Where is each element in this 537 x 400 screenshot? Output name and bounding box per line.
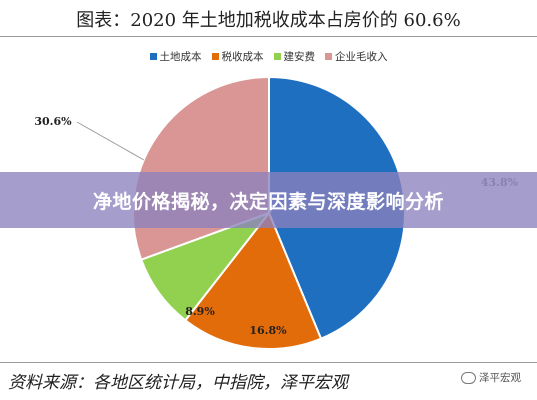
legend-item: 建安费	[273, 49, 316, 64]
chart-title: 图表：2020 年土地加税收成本占房价的 60.6%	[76, 10, 461, 31]
data-label: 30.6%	[34, 115, 72, 128]
title-divider	[0, 36, 537, 37]
source-divider	[0, 362, 537, 363]
legend-label: 企业毛收入	[335, 51, 388, 63]
chart-legend: 土地成本 税收成本 建安费 企业毛收入	[0, 49, 537, 64]
legend-swatch	[325, 53, 332, 60]
data-label: 16.8%	[249, 324, 287, 337]
label-leader-line	[76, 121, 145, 161]
legend-label: 建安费	[283, 51, 316, 63]
source-note: 资料来源：各地区统计局，中指院，泽平宏观	[8, 373, 348, 393]
legend-item: 企业毛收入	[325, 49, 388, 64]
pie-slice	[183, 211, 323, 350]
banner-text: 净地价格揭秘，决定因素与深度影响分析	[92, 190, 444, 213]
wechat-icon	[461, 371, 476, 384]
legend-label: 土地成本	[159, 51, 202, 63]
legend-swatch	[149, 53, 157, 60]
legend-swatch	[273, 53, 281, 60]
legend-swatch	[211, 53, 219, 60]
data-label: 8.9%	[185, 305, 215, 318]
watermark-text: 泽平宏观	[479, 372, 521, 384]
headline-banner: 净地价格揭秘，决定因素与深度影响分析	[0, 172, 537, 228]
legend-label: 税收成本	[221, 51, 264, 63]
watermark: 泽平宏观	[461, 370, 521, 385]
legend-item: 土地成本	[149, 49, 202, 64]
legend-item: 税收成本	[211, 49, 264, 64]
